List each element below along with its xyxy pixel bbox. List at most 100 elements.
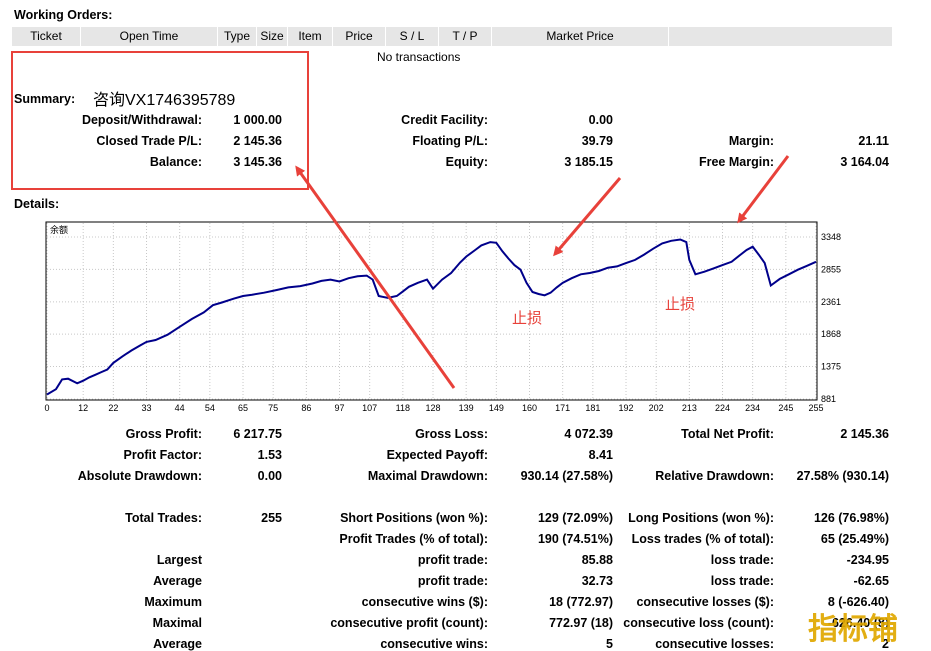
stop-loss-annotation-1: 止损 xyxy=(512,310,542,327)
balance-value: 3 145.36 xyxy=(233,155,282,169)
profit-trades-label: Profit Trades (% of total): xyxy=(339,532,488,546)
summary-annotation: 咨询VX1746395789 xyxy=(93,92,236,109)
relative-drawdown-label: Relative Drawdown: xyxy=(655,469,774,483)
margin-label: Margin: xyxy=(728,134,774,148)
x-axis-ticks: 0 12 22 33 44 54 65 75 86 97 107 118 128 139 149 160 171… xyxy=(44,403,823,413)
x-tick-label: 213 xyxy=(682,403,697,413)
y-tick-label: 3348 xyxy=(821,232,841,242)
x-tick-label: 245 xyxy=(778,403,793,413)
relative-drawdown-value: 27.58% (930.14) xyxy=(796,469,889,483)
absolute-drawdown-label: Absolute Drawdown: xyxy=(77,469,202,483)
max-consec-loss-value: -626.40 (8) xyxy=(827,616,889,630)
free-margin-label: Free Margin: xyxy=(698,155,774,169)
x-tick-label: 12 xyxy=(78,403,88,413)
largest-profit-label: profit trade: xyxy=(417,553,488,567)
floating-pl-value: 39.79 xyxy=(581,134,613,148)
summary-title: Summary: xyxy=(14,92,76,106)
col-type[interactable]: Type xyxy=(218,27,257,46)
x-tick-label: 97 xyxy=(335,403,345,413)
max-consec-losses-value: 8 (-626.40) xyxy=(827,595,889,609)
col-tp[interactable]: T / P xyxy=(439,27,492,46)
y-tick-label: 1375 xyxy=(821,362,841,372)
max-consec-profit-label: consecutive profit (count): xyxy=(330,616,488,630)
short-positions-value: 129 (72.09%) xyxy=(537,511,613,525)
no-transactions-message: No transactions xyxy=(377,50,461,64)
profit-factor-value: 1.53 xyxy=(257,448,282,462)
avg-consec-losses-value: 2 xyxy=(882,637,889,651)
maximal-drawdown-label: Maximal Drawdown: xyxy=(367,469,488,483)
credit-label: Credit Facility: xyxy=(401,113,488,127)
average-profit-label: profit trade: xyxy=(417,574,488,588)
x-tick-label: 149 xyxy=(489,403,504,413)
gross-profit-label: Gross Profit: xyxy=(125,427,202,441)
x-tick-label: 75 xyxy=(268,403,278,413)
avg-consec-wins-label: consecutive wins: xyxy=(380,637,488,651)
max-consec-losses-label: consecutive losses ($): xyxy=(636,595,774,609)
col-size[interactable]: Size xyxy=(257,27,288,46)
x-tick-label: 171 xyxy=(555,403,570,413)
average-loss-value: -62.65 xyxy=(853,574,889,588)
x-tick-label: 255 xyxy=(808,403,823,413)
col-price[interactable]: Price xyxy=(333,27,386,46)
x-tick-label: 118 xyxy=(396,403,410,413)
x-tick-label: 107 xyxy=(362,403,377,413)
maximum-label: Maximum xyxy=(144,595,202,609)
largest-loss-value: -234.95 xyxy=(846,553,889,567)
average-profit-value: 32.73 xyxy=(581,574,613,588)
y-tick-label: 881 xyxy=(821,394,836,404)
x-tick-label: 192 xyxy=(618,403,633,413)
x-tick-label: 160 xyxy=(522,403,537,413)
x-tick-label: 33 xyxy=(142,403,152,413)
absolute-drawdown-value: 0.00 xyxy=(257,469,282,483)
margin-value: 21.11 xyxy=(858,134,889,148)
stop-loss-annotation-2: 止损 xyxy=(665,296,695,313)
maximal-drawdown-value: 930.14 (27.58%) xyxy=(520,469,613,483)
gross-profit-value: 6 217.75 xyxy=(233,427,282,441)
long-positions-value: 126 (76.98%) xyxy=(813,511,889,525)
max-consec-wins-label: consecutive wins ($): xyxy=(361,595,488,609)
average-label-2: Average xyxy=(153,637,202,651)
free-margin-value: 3 164.04 xyxy=(840,155,889,169)
closed-pl-label: Closed Trade P/L: xyxy=(96,134,202,148)
highlight-box xyxy=(11,51,309,190)
max-consec-wins-value: 18 (772.97) xyxy=(549,595,613,609)
chart-title: 余额 xyxy=(50,224,68,235)
loss-trades-value: 65 (25.49%) xyxy=(820,532,889,546)
average-loss-label: loss trade: xyxy=(710,574,774,588)
short-positions-label: Short Positions (won %): xyxy=(340,511,488,525)
col-open-time[interactable]: Open Time xyxy=(81,27,218,46)
maximal-label: Maximal xyxy=(152,616,202,630)
col-market-price[interactable]: Market Price xyxy=(492,27,669,46)
y-tick-label: 1868 xyxy=(821,329,841,339)
largest-label: Largest xyxy=(156,553,202,567)
long-positions-label: Long Positions (won %): xyxy=(628,511,774,525)
average-label: Average xyxy=(153,574,202,588)
x-tick-label: 22 xyxy=(108,403,118,413)
credit-value: 0.00 xyxy=(588,113,613,127)
col-item[interactable]: Item xyxy=(288,27,333,46)
col-sl[interactable]: S / L xyxy=(386,27,439,46)
gross-loss-label: Gross Loss: xyxy=(415,427,488,441)
balance-line xyxy=(46,238,817,396)
watermark-logo: 指标铺 xyxy=(808,613,898,646)
total-net-profit-label: Total Net Profit: xyxy=(681,427,774,441)
x-tick-label: 181 xyxy=(585,403,600,413)
deposit-value: 1 000.00 xyxy=(233,113,282,127)
col-ticket[interactable]: Ticket xyxy=(12,27,81,46)
x-tick-label: 139 xyxy=(459,403,474,413)
x-tick-label: 86 xyxy=(301,403,311,413)
gross-loss-value: 4 072.39 xyxy=(564,427,613,441)
profit-factor-label: Profit Factor: xyxy=(123,448,202,462)
deposit-label: Deposit/Withdrawal: xyxy=(81,113,202,127)
x-tick-label: 44 xyxy=(175,403,185,413)
y-tick-label: 2361 xyxy=(821,297,841,307)
x-tick-label: 202 xyxy=(649,403,664,413)
total-trades-label: Total Trades: xyxy=(125,511,202,525)
total-trades-value: 255 xyxy=(261,511,282,525)
working-orders-header: Ticket Open Time Type Size Item Price S … xyxy=(12,27,892,46)
x-tick-label: 65 xyxy=(238,403,248,413)
loss-trades-label: Loss trades (% of total): xyxy=(631,532,774,546)
expected-payoff-value: 8.41 xyxy=(588,448,613,462)
x-tick-label: 224 xyxy=(715,403,730,413)
